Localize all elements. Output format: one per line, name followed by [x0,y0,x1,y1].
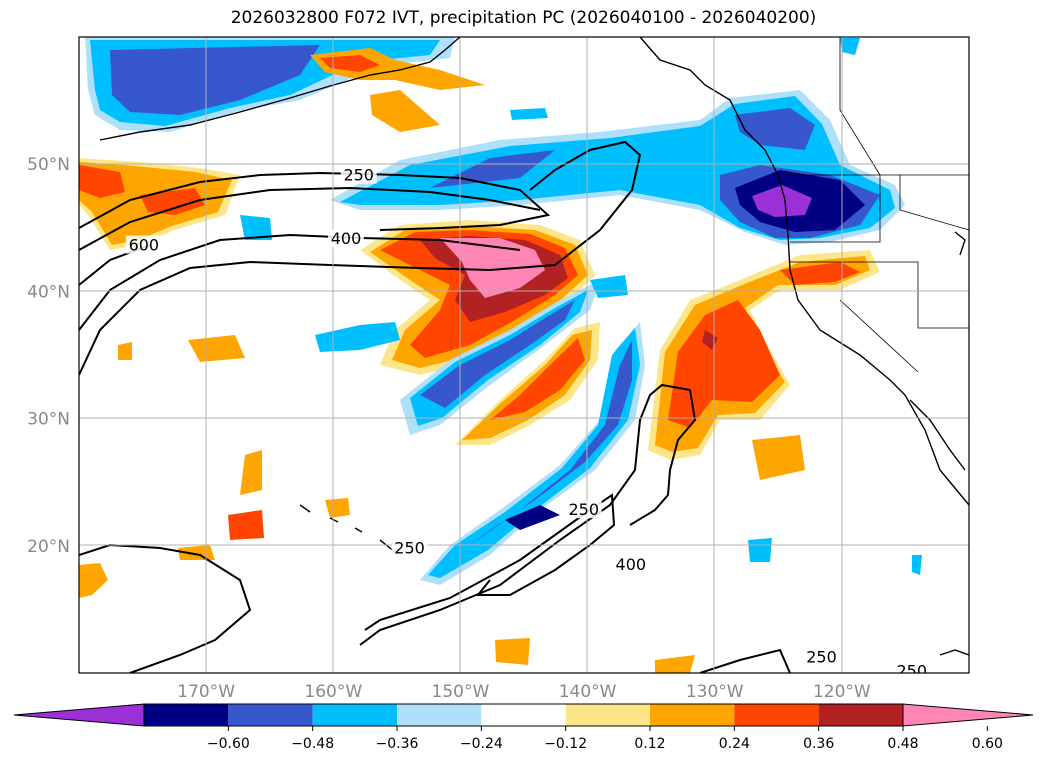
contour-label: 400 [616,555,647,574]
contour-label-bg [391,538,428,557]
ivt-contour-layer [79,140,791,673]
lon-tick-label: 160°W [304,682,362,702]
coastline-layer [99,37,969,656]
ivt-contour-250-north [79,171,551,231]
lon-tick-label: 140°W [559,682,617,702]
map-frame [78,36,970,674]
map-title: 2026032800 F072 IVT, precipitation PC (2… [230,8,817,28]
colorbar-tick-label: −0.36 [376,736,419,752]
colorbar-tick-label: 0.60 [972,736,1003,752]
max-region-central [440,238,545,298]
colorbar-extend-max [902,703,1034,727]
contour-label: 400 [331,229,362,248]
colorbar-swatch [818,704,903,726]
colorbar-swatch [481,704,566,726]
colorbar-tick-label: 0.24 [719,736,750,752]
colorbar-outline [143,703,904,727]
colorbar-swatch [650,704,735,726]
colorbar-tick-label: −0.24 [460,736,503,752]
contour-label-bg [328,229,364,248]
coastline-alaska-peninsula [99,37,461,141]
ivt-contour-600-north [79,140,642,376]
colorbar-swatch [565,704,650,726]
colorbar-tick-label: 0.12 [634,736,665,752]
coastline-north-america [639,37,969,506]
contour-label: 250 [806,648,837,667]
contour-label: 250 [394,538,425,557]
colorbar-tick-label: 0.36 [803,736,834,752]
contour-label-bg [612,554,649,573]
colorbar-swatch [144,704,229,726]
contour-label-bg [893,661,930,673]
contour-label-bg [565,500,602,519]
colorbar-swatch [228,704,313,726]
ivt-contour-250-south [79,543,252,673]
lat-tick-label: 30°N [27,410,70,430]
colorbar-tick-label: −0.12 [544,736,587,752]
lon-tick-label: 130°W [686,682,744,702]
contour-label: 250 [343,166,374,185]
precip-pc-fill-layer [79,37,922,673]
contour-label-bg [803,647,840,666]
contour-label: 250 [897,662,928,681]
contour-label-bg [125,235,162,254]
gridline-layer [79,37,969,673]
border-layer [785,37,969,373]
contour-label-bg [340,165,377,184]
contour-label: 250 [568,500,599,519]
colorbar-tick-label: −0.48 [291,736,334,752]
min-region-oregon [752,185,812,217]
lat-tick-label: 20°N [27,537,70,557]
colorbar-tick-label: 0.48 [887,736,918,752]
colorbar: −0.60 −0.48 −0.36 −0.24 −0.12 0.12 0.24 0.36 0.4… [13,703,1034,752]
lon-tick-label: 170°W [177,682,235,702]
ivt-contour-400-north [79,233,521,331]
lon-tick-label: 150°W [432,682,490,702]
contour-label: 600 [129,236,160,255]
lat-tick-label: 40°N [27,282,70,302]
colorbar-extend-min [13,703,145,727]
colorbar-tick-label: −0.60 [207,736,250,752]
lat-tick-label: 50°N [27,155,70,175]
ivt-contour-400-plume [364,493,616,631]
colorbar-swatch [734,704,819,726]
lon-tick-label: 120°W [813,682,871,702]
colorbar-swatch [397,704,482,726]
colorbar-swatch [312,704,397,726]
